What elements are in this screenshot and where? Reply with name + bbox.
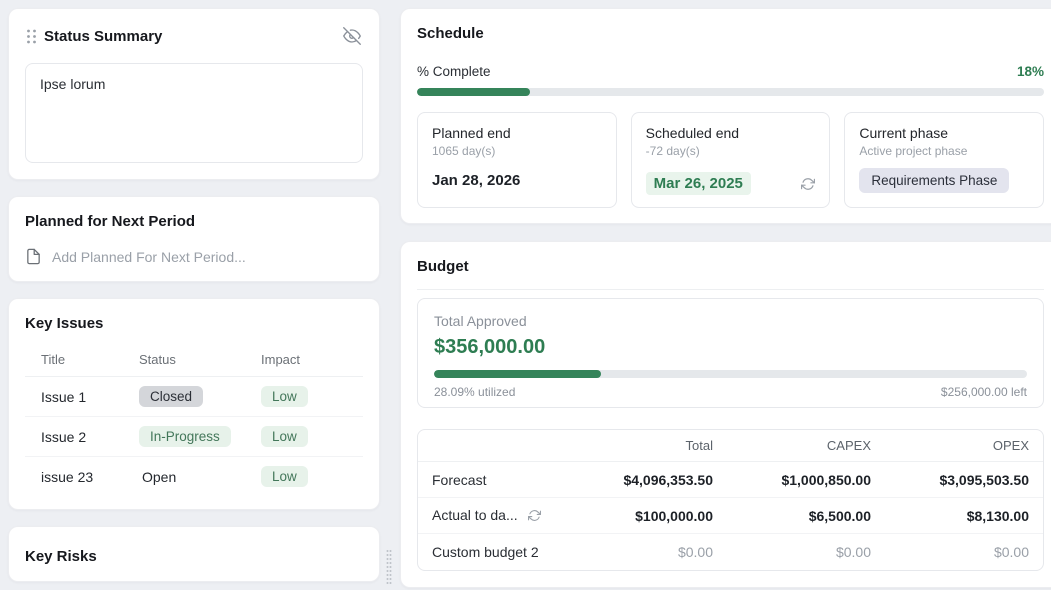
- key-issues-header-row: Title Status Impact: [25, 346, 363, 377]
- budget-row-label: Actual to da...: [432, 506, 518, 523]
- issue-row[interactable]: issue 23 Open Low: [25, 457, 363, 497]
- sync-icon: [801, 177, 816, 191]
- key-risks-title: Key Risks: [25, 548, 97, 565]
- schedule-cards-row: Planned end 1065 day(s) Jan 28, 2026 Sch…: [417, 112, 1045, 208]
- scheduled-end-card: Scheduled end -72 day(s) Mar 26, 2025: [630, 112, 831, 208]
- budget-utilized-label: 28.09% utilized: [434, 385, 516, 399]
- planned-next-period-card: Planned for Next Period Add Planned For …: [8, 196, 380, 282]
- budget-row-forecast: Forecast $4,096,353.50 $1,000,850.00 $3,…: [418, 461, 1043, 498]
- budget-opex-value: $3,095,503.50: [885, 461, 1043, 498]
- issue-row[interactable]: Issue 2 In-Progress Low: [25, 416, 363, 457]
- budget-capex-value: $0.00: [835, 543, 871, 560]
- total-approved-value: $356,000.00: [434, 336, 546, 358]
- issue-impact-badge: Low: [261, 426, 308, 447]
- column-header-status: Status: [123, 346, 245, 377]
- current-phase-label: Current phase: [859, 125, 949, 141]
- key-risks-card: Key Risks: [8, 526, 380, 582]
- budget-title: Budget: [417, 258, 469, 275]
- issue-status-badge: Closed: [139, 386, 204, 407]
- budget-progress-fill: [434, 370, 601, 378]
- key-issues-title: Key Issues: [25, 315, 104, 332]
- budget-table: Total CAPEX OPEX Forecast $4,096,353.50 …: [418, 430, 1043, 570]
- budget-total-value: $100,000.00: [569, 497, 727, 534]
- budget-row-label: Forecast: [418, 461, 569, 498]
- schedule-progress-fill: [417, 88, 530, 96]
- issue-title: Issue 2: [25, 416, 123, 457]
- budget-divider: [417, 289, 1044, 290]
- status-summary-textarea[interactable]: Ipse lorum: [25, 63, 363, 163]
- budget-capex-value: $1,000,850.00: [727, 461, 885, 498]
- planned-next-period-placeholder: Add Planned For Next Period...: [52, 248, 246, 265]
- issue-title: Issue 1: [25, 376, 123, 417]
- issue-impact-badge: Low: [261, 466, 308, 487]
- current-phase-badge: Requirements Phase: [859, 168, 1010, 193]
- status-summary-title: Status Summary: [44, 27, 163, 45]
- column-header-opex: OPEX: [885, 430, 1043, 462]
- issue-title: issue 23: [41, 468, 94, 485]
- planned-end-card: Planned end 1065 day(s) Jan 28, 2026: [417, 112, 617, 208]
- eye-off-icon: [343, 27, 361, 45]
- file-icon: [25, 248, 42, 265]
- key-issues-card: Key Issues Title Status Impact Issue 1 C…: [8, 298, 380, 510]
- planned-end-label: Planned end: [432, 125, 511, 141]
- percent-complete-label: % Complete: [417, 64, 491, 79]
- planned-end-days: 1065 day(s): [432, 144, 496, 158]
- scheduled-end-date-badge: Mar 26, 2025: [645, 172, 751, 195]
- sync-icon: [527, 509, 541, 525]
- add-planned-next-period-field[interactable]: Add Planned For Next Period...: [25, 248, 363, 265]
- scheduled-end-label: Scheduled end: [645, 125, 740, 141]
- planned-next-period-title: Planned for Next Period: [25, 213, 196, 230]
- total-approved-card: Total Approved $356,000.00 28.09% utiliz…: [417, 298, 1044, 408]
- right-column: Schedule % Complete 18% Planned end 1065…: [400, 8, 1051, 588]
- column-header-impact: Impact: [245, 346, 363, 377]
- schedule-progress-bar: [417, 88, 1044, 96]
- issue-status-text: Open: [142, 468, 177, 485]
- left-column: Status Summary Ipse lorum Planned for Ne…: [8, 8, 380, 582]
- budget-total-value: $4,096,353.50: [569, 461, 727, 498]
- scheduled-end-days: -72 day(s): [645, 144, 700, 158]
- percent-complete-value: 18%: [1016, 64, 1044, 79]
- issue-status-badge: In-Progress: [139, 426, 231, 447]
- budget-capex-value: $6,500.00: [727, 497, 885, 534]
- column-header-total: Total: [569, 430, 727, 462]
- current-phase-sub: Active project phase: [859, 144, 968, 158]
- drag-handle-icon[interactable]: [25, 28, 38, 45]
- percent-complete-row: % Complete 18%: [417, 64, 1044, 79]
- budget-progress-bar: [434, 370, 1027, 378]
- budget-row-label: Custom budget 2: [432, 543, 539, 560]
- budget-row-actual: Actual to da... $100,000.00 $6,500.00: [418, 497, 1043, 534]
- column-header-blank: [418, 430, 569, 462]
- schedule-panel: Schedule % Complete 18% Planned end 1065…: [400, 8, 1051, 224]
- budget-table-card: Total CAPEX OPEX Forecast $4,096,353.50 …: [417, 429, 1044, 571]
- key-issues-table: Title Status Impact Issue 1 Closed Low I…: [25, 346, 363, 496]
- budget-row-custom: Custom budget 2 $0.00 $0.00 $0.00: [418, 534, 1043, 570]
- status-summary-header: Status Summary: [25, 25, 363, 47]
- budget-opex-value: $8,130.00: [885, 497, 1043, 534]
- budget-opex-value: $0.00: [993, 543, 1029, 560]
- budget-total-value: $0.00: [677, 543, 713, 560]
- column-header-capex: CAPEX: [727, 430, 885, 462]
- schedule-title: Schedule: [417, 25, 484, 42]
- total-approved-label: Total Approved: [434, 313, 527, 329]
- status-summary-card: Status Summary Ipse lorum: [8, 8, 380, 180]
- planned-end-date: Jan 28, 2026: [432, 172, 521, 189]
- issue-impact-badge: Low: [261, 386, 308, 407]
- budget-panel: Budget Total Approved $356,000.00 28.09%…: [400, 241, 1051, 588]
- column-header-title: Title: [25, 346, 123, 377]
- issue-row[interactable]: Issue 1 Closed Low: [25, 376, 363, 417]
- current-phase-card: Current phase Active project phase Requi…: [844, 112, 1045, 208]
- budget-table-header-row: Total CAPEX OPEX: [418, 430, 1043, 462]
- hide-section-button[interactable]: [341, 25, 363, 47]
- column-resize-handle[interactable]: [385, 549, 393, 590]
- budget-remaining-label: $256,000.00 left: [940, 385, 1027, 399]
